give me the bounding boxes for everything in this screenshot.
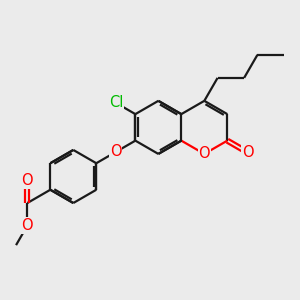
- Text: O: O: [199, 146, 210, 161]
- Text: O: O: [110, 144, 122, 159]
- Text: O: O: [22, 218, 33, 233]
- Text: Cl: Cl: [109, 95, 123, 110]
- Text: O: O: [242, 145, 254, 160]
- Text: O: O: [22, 173, 33, 188]
